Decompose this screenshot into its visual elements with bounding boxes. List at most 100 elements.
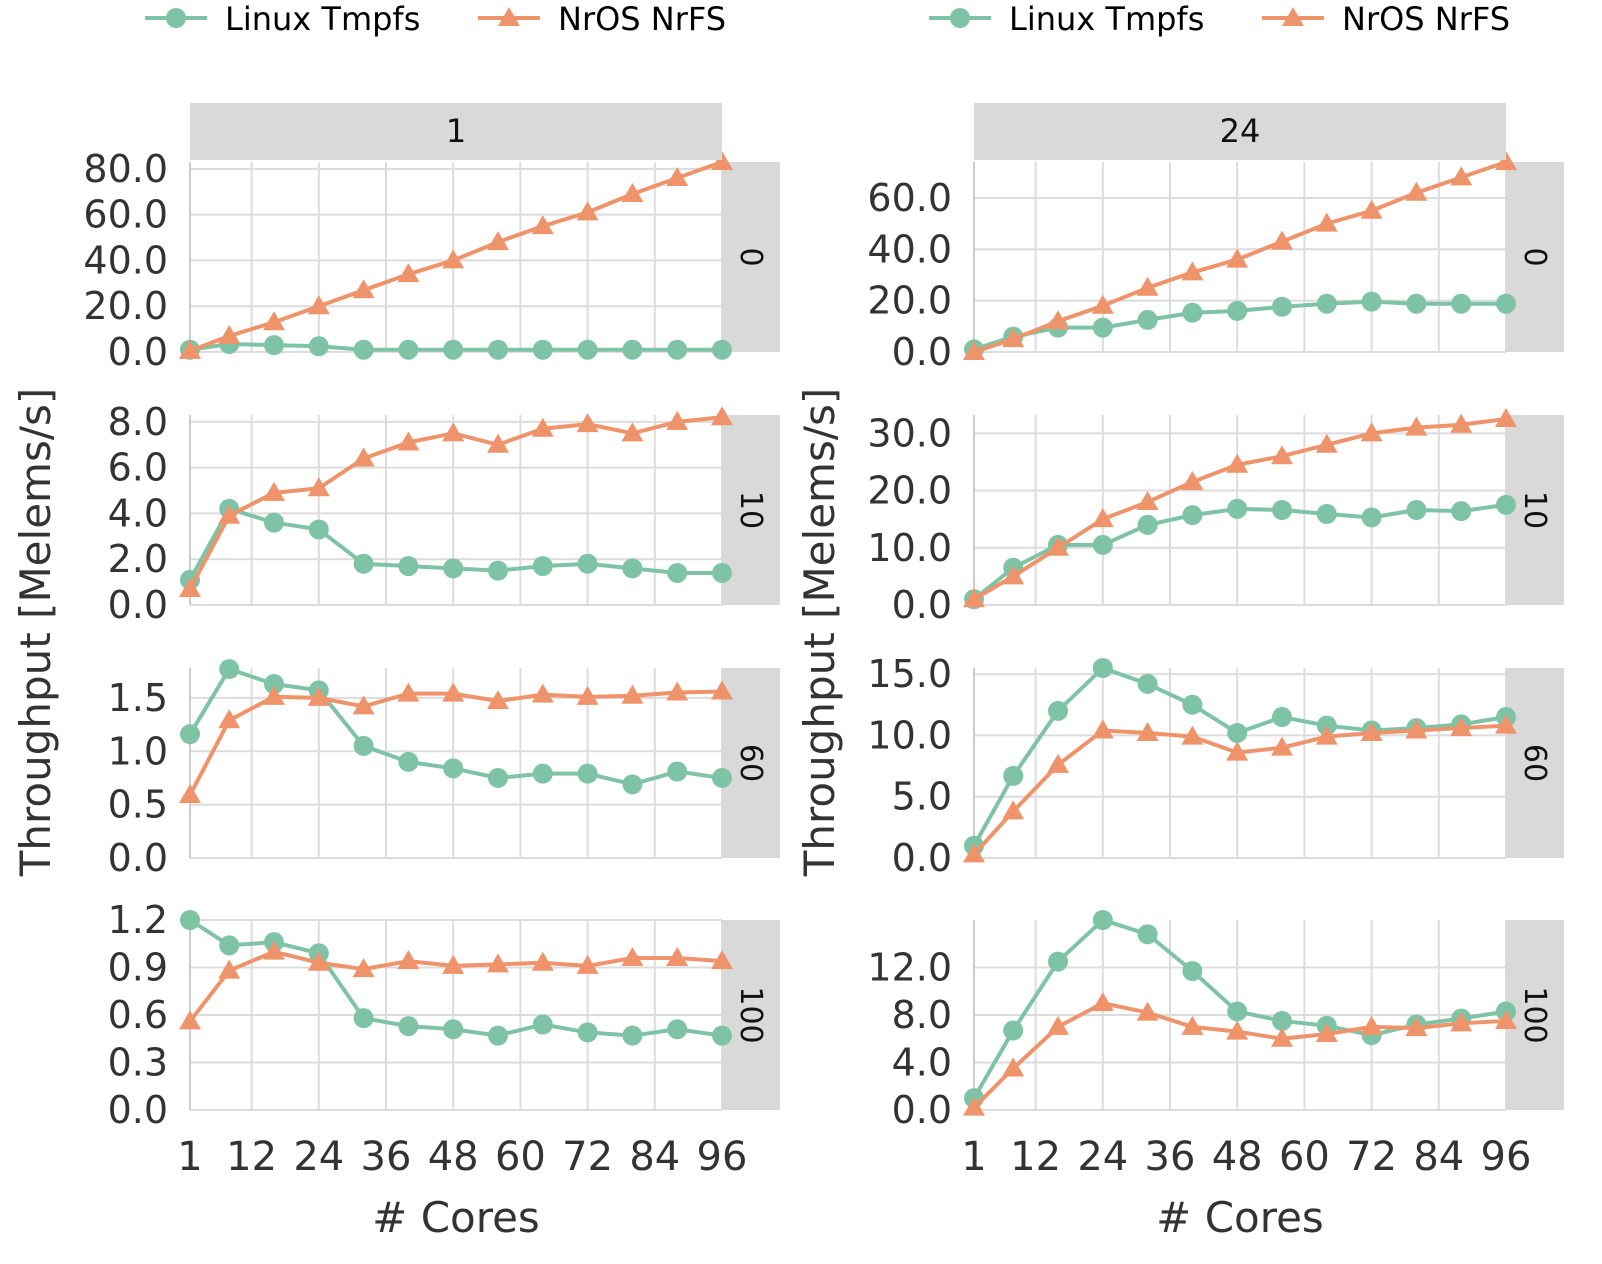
nros-point <box>1002 800 1025 820</box>
panel-24-10: 0.0 10.0 20.0 30.0 10 <box>867 408 1564 627</box>
nros-point <box>1091 294 1114 314</box>
nros-point <box>711 680 733 700</box>
nros-point <box>1136 276 1159 296</box>
nros-point <box>442 682 465 702</box>
nros-point <box>307 951 330 971</box>
column-strip-label: 24 <box>1220 112 1261 150</box>
nros-point <box>666 167 689 187</box>
linux-point <box>1137 673 1158 694</box>
linux-point <box>1316 504 1337 525</box>
y-tick-label: 10.0 <box>867 526 952 570</box>
linux-point <box>1048 951 1068 972</box>
linux-point <box>353 553 374 574</box>
nros-point <box>1282 7 1304 26</box>
nros-point <box>1002 1057 1025 1077</box>
nros-point <box>179 784 201 804</box>
y-tick-label: 4.0 <box>108 491 168 535</box>
x-tick-label: 12 <box>226 1134 277 1180</box>
linux-point <box>1092 534 1113 555</box>
y-tick-label: 0.0 <box>892 1088 952 1132</box>
nros-point <box>1091 508 1114 528</box>
nros-point <box>1360 1015 1383 1035</box>
linux-point <box>1048 700 1068 721</box>
y-tick-label: 1.0 <box>108 729 168 773</box>
nros-point <box>1405 1017 1428 1037</box>
x-tick-label: 84 <box>1413 1134 1464 1180</box>
legend-label: NrOS NrFS <box>558 0 726 38</box>
panel-24-100: 0.04.08.012.0 100 <box>867 910 1564 1132</box>
legend-label: NrOS NrFS <box>1342 0 1510 38</box>
nros-point <box>963 588 985 608</box>
y-tick-label: 0.6 <box>108 993 168 1037</box>
linux-point <box>1092 658 1113 678</box>
row-strip <box>722 162 780 352</box>
linux-point <box>1451 293 1472 314</box>
nros-point <box>1047 536 1069 556</box>
linux-point <box>443 339 464 360</box>
linux-point <box>180 910 200 930</box>
nros-point <box>576 954 599 974</box>
linux-point <box>667 339 688 360</box>
row-strip-label: 60 <box>1517 744 1552 782</box>
nros-point <box>179 577 201 597</box>
y-tick-label: 30.0 <box>867 411 952 455</box>
x-tick-label: 1 <box>961 1134 986 1180</box>
panel-1-10: 0.02.04.06.08.0 10 <box>108 400 780 627</box>
nros-point <box>352 447 375 467</box>
nros-point <box>1091 719 1114 739</box>
nros-point <box>442 954 465 974</box>
linux-point <box>1227 498 1248 519</box>
linux-point <box>353 735 374 756</box>
y-tick-label: 0.0 <box>892 836 952 880</box>
linux-point <box>622 774 643 795</box>
column-strip <box>974 103 1506 160</box>
linux-point <box>488 767 508 788</box>
row-strip-label: 10 <box>1517 491 1552 529</box>
x-tick-label: 60 <box>495 1134 546 1180</box>
row-strip-label: 10 <box>733 491 768 529</box>
nros-point <box>1271 230 1293 250</box>
linux-point <box>443 558 464 579</box>
nros-point <box>218 709 241 729</box>
nros-point <box>1405 181 1428 201</box>
nros-point <box>666 410 689 430</box>
nros-point <box>576 201 599 221</box>
y-tick-label: 0.0 <box>108 330 168 374</box>
x-tick-label: 12 <box>1010 1134 1061 1180</box>
nros-point <box>218 504 241 524</box>
nros-point <box>1271 1027 1293 1047</box>
linux-point <box>667 761 688 782</box>
nros-point <box>307 686 330 706</box>
linux-point <box>1182 505 1203 526</box>
linux-point <box>1003 765 1024 786</box>
nros-point <box>1226 1020 1249 1040</box>
nros-point <box>397 950 420 970</box>
linux-point <box>577 553 598 574</box>
linux-point <box>1137 514 1158 535</box>
nros-point <box>487 231 509 251</box>
x-tick-label: 48 <box>1212 1134 1263 1180</box>
nros-point <box>1271 445 1293 465</box>
linux-point <box>264 512 284 533</box>
nros-point <box>397 263 420 283</box>
y-tick-label: 6.0 <box>108 446 168 490</box>
nros-point <box>263 481 285 501</box>
linux-point <box>712 339 732 360</box>
x-axis-label: # Cores <box>1156 1193 1324 1242</box>
nros-point <box>1405 719 1428 739</box>
nros-point <box>1226 741 1249 761</box>
x-tick-label: 72 <box>562 1134 613 1180</box>
linux-point <box>353 339 374 360</box>
nros-point <box>498 7 520 26</box>
nros-point <box>1136 490 1159 510</box>
nros-point <box>711 151 733 170</box>
nros-point <box>1002 328 1025 348</box>
nros-point <box>531 951 554 971</box>
nros-point <box>711 950 733 970</box>
y-tick-label: 0.5 <box>108 783 168 827</box>
legend-label: Linux Tmpfs <box>1009 0 1204 38</box>
linux-point <box>219 935 240 956</box>
row-strip <box>1506 162 1564 352</box>
nros-point <box>218 959 241 979</box>
linux-point <box>1406 500 1427 520</box>
